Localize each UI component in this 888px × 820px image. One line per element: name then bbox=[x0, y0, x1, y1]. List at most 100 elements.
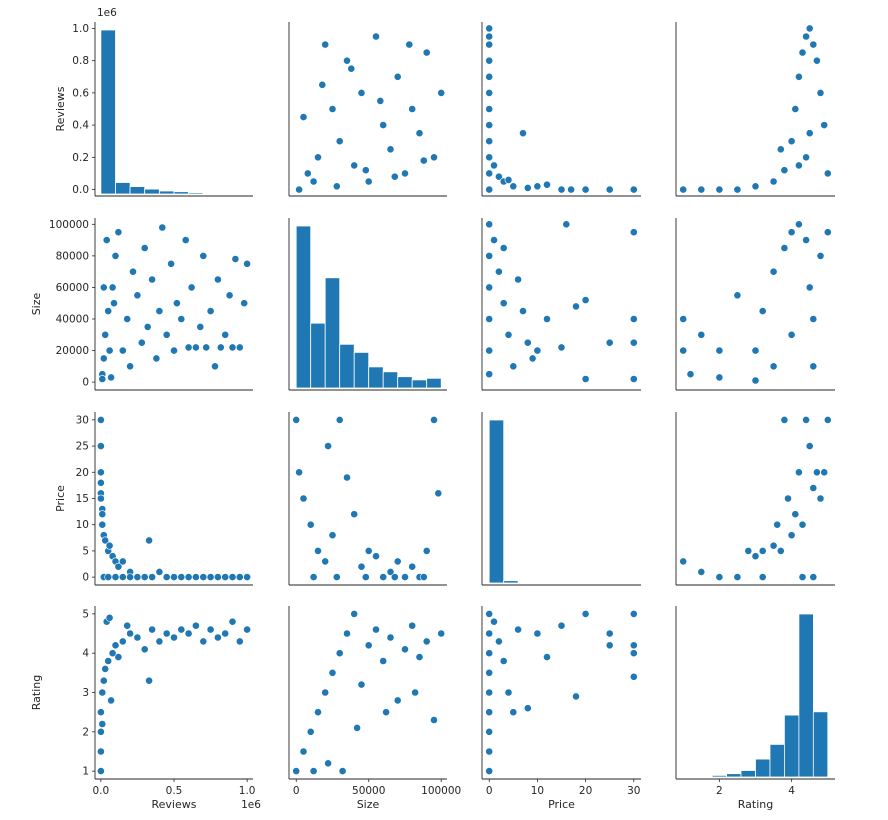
scatter-point bbox=[199, 637, 208, 646]
scatter-point bbox=[679, 315, 688, 323]
scatter-point bbox=[99, 283, 108, 292]
histogram-bar bbox=[324, 277, 341, 389]
scatter-point bbox=[802, 153, 810, 162]
scatter-point bbox=[364, 547, 373, 555]
scatter-point bbox=[791, 510, 800, 519]
histogram-bar bbox=[339, 343, 355, 389]
scatter-point bbox=[162, 330, 171, 339]
scatter-point bbox=[155, 307, 164, 315]
scatter-point bbox=[243, 259, 251, 268]
scatter-point bbox=[816, 251, 825, 260]
scatter-point bbox=[213, 573, 222, 581]
x-offset-text: 1e6 bbox=[241, 799, 261, 811]
y-axis-label: Rating bbox=[30, 675, 43, 710]
scatter-point bbox=[415, 129, 424, 138]
scatter-point bbox=[347, 64, 356, 73]
scatter-point bbox=[629, 315, 638, 323]
histogram-bar bbox=[517, 581, 533, 584]
scatter-point bbox=[533, 629, 542, 638]
scatter-point bbox=[629, 610, 638, 618]
scatter-point bbox=[533, 346, 542, 355]
scatter-point bbox=[114, 653, 123, 661]
scatter-point bbox=[343, 56, 351, 65]
y-tick-label: 4 bbox=[82, 648, 89, 660]
scatter-point bbox=[221, 330, 230, 339]
histogram-bar bbox=[129, 186, 146, 195]
scatter-point bbox=[386, 145, 395, 154]
scatter-point bbox=[133, 573, 142, 581]
scatter-point bbox=[162, 573, 171, 581]
scatter-point bbox=[211, 362, 219, 371]
scatter-point bbox=[572, 302, 580, 311]
scatter-point bbox=[504, 175, 513, 184]
scatter-point bbox=[140, 573, 149, 581]
scatter-point bbox=[523, 704, 532, 713]
scatter-point bbox=[485, 315, 494, 323]
scatter-point bbox=[98, 520, 107, 529]
scatter-point bbox=[485, 370, 494, 379]
scatter-point bbox=[101, 665, 110, 673]
scatter-point bbox=[509, 182, 518, 191]
scatter-point bbox=[519, 307, 527, 315]
scatter-point bbox=[490, 161, 498, 170]
scatter-point bbox=[393, 696, 402, 705]
scatter-point bbox=[490, 617, 498, 626]
scatter-point bbox=[485, 251, 494, 260]
scatter-point bbox=[509, 362, 518, 371]
scatter-point bbox=[98, 375, 107, 383]
scatter-point bbox=[145, 676, 153, 685]
scatter-point bbox=[816, 494, 825, 503]
scatter-point bbox=[335, 649, 344, 658]
scatter-point bbox=[802, 415, 810, 424]
histogram-bar bbox=[310, 322, 326, 389]
scatter-point bbox=[199, 251, 208, 260]
histogram-bar bbox=[100, 29, 116, 195]
scatter-point bbox=[328, 668, 337, 677]
scatter-point bbox=[715, 373, 724, 382]
scatter-point bbox=[769, 177, 778, 186]
scatter-point bbox=[776, 547, 785, 555]
y-tick-label: 0 bbox=[82, 377, 89, 389]
scatter-point bbox=[434, 489, 443, 498]
scatter-point bbox=[155, 637, 164, 646]
scatter-point bbox=[105, 346, 114, 355]
scatter-point bbox=[376, 97, 385, 105]
y-tick-label: 0.2 bbox=[72, 152, 89, 164]
scatter-point bbox=[430, 716, 438, 724]
scatter-point bbox=[309, 767, 318, 775]
scatter-point bbox=[809, 40, 818, 49]
histogram-bar bbox=[158, 190, 175, 195]
scatter-point bbox=[126, 362, 135, 371]
scatter-point bbox=[485, 89, 494, 97]
scatter-point bbox=[243, 625, 251, 634]
x-tick-label: 100000 bbox=[421, 785, 461, 797]
scatter-point bbox=[581, 610, 590, 618]
scatter-point bbox=[361, 166, 370, 175]
scatter-point bbox=[382, 708, 390, 717]
y-tick-label: 25 bbox=[76, 441, 89, 453]
scatter-point bbox=[129, 267, 137, 276]
scatter-point bbox=[111, 573, 120, 581]
scatter-point bbox=[485, 32, 494, 41]
scatter-point bbox=[98, 510, 107, 519]
y-axis-label: Reviews bbox=[54, 86, 67, 131]
scatter-point bbox=[437, 89, 446, 97]
histogram-bar bbox=[115, 182, 131, 195]
scatter-point bbox=[303, 169, 312, 178]
scatter-point bbox=[629, 228, 638, 237]
y-tick-label: 100000 bbox=[49, 219, 89, 231]
scatter-point bbox=[715, 346, 724, 355]
scatter-point bbox=[338, 767, 347, 775]
scatter-point bbox=[567, 185, 575, 194]
scatter-point bbox=[240, 299, 249, 308]
scatter-point bbox=[148, 625, 156, 634]
scatter-point bbox=[170, 573, 178, 581]
scatter-point bbox=[805, 24, 814, 33]
scatter-point bbox=[99, 354, 108, 363]
scatter-point bbox=[485, 56, 494, 65]
scatter-point bbox=[485, 24, 494, 33]
scatter-point bbox=[485, 137, 494, 146]
x-tick-label: 10 bbox=[531, 785, 544, 797]
scatter-point bbox=[543, 315, 551, 323]
scatter-point bbox=[485, 105, 494, 113]
